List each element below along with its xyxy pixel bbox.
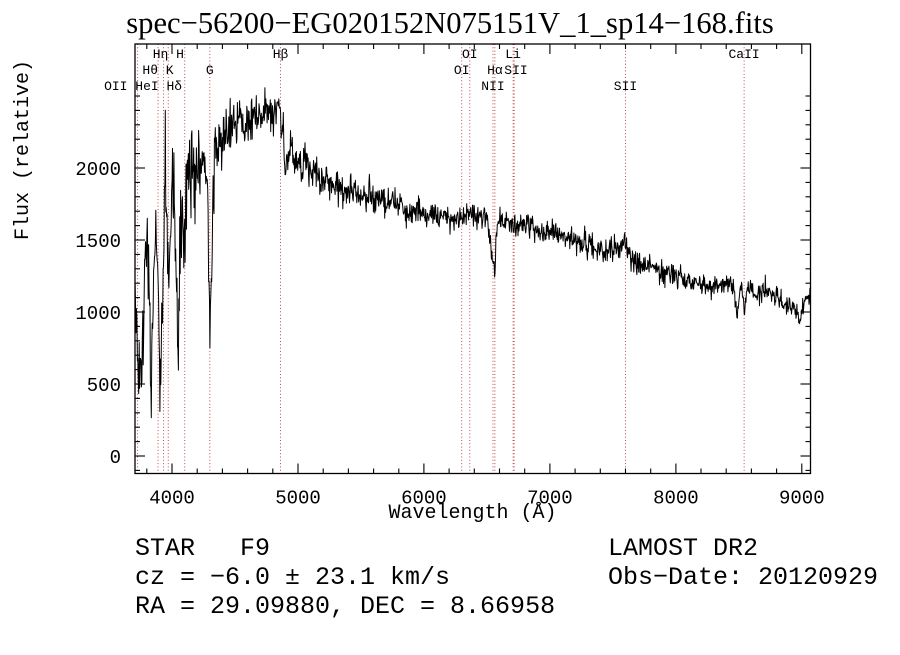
svg-text:Hη H: Hη H — [153, 47, 184, 62]
svg-text:CaII: CaII — [728, 47, 759, 62]
svg-text:Hα: Hα — [487, 63, 503, 78]
svg-text:2000: 2000 — [75, 159, 121, 181]
svg-text:OI: OI — [454, 63, 470, 78]
svg-text:NII: NII — [481, 79, 504, 94]
svg-text:G: G — [206, 63, 214, 78]
svg-text:OI: OI — [462, 47, 478, 62]
svg-text:SII: SII — [614, 79, 637, 94]
svg-text:Hβ: Hβ — [273, 47, 289, 62]
svg-text:1000: 1000 — [75, 303, 121, 325]
svg-text:Hθ K: Hθ K — [142, 63, 173, 78]
svg-text:SII: SII — [504, 63, 527, 78]
svg-text:1500: 1500 — [75, 231, 121, 253]
svg-text:0: 0 — [110, 447, 121, 469]
svg-text:Li: Li — [505, 47, 521, 62]
svg-text:OII HeI Hδ: OII HeI Hδ — [104, 79, 182, 94]
svg-text:500: 500 — [87, 375, 121, 397]
